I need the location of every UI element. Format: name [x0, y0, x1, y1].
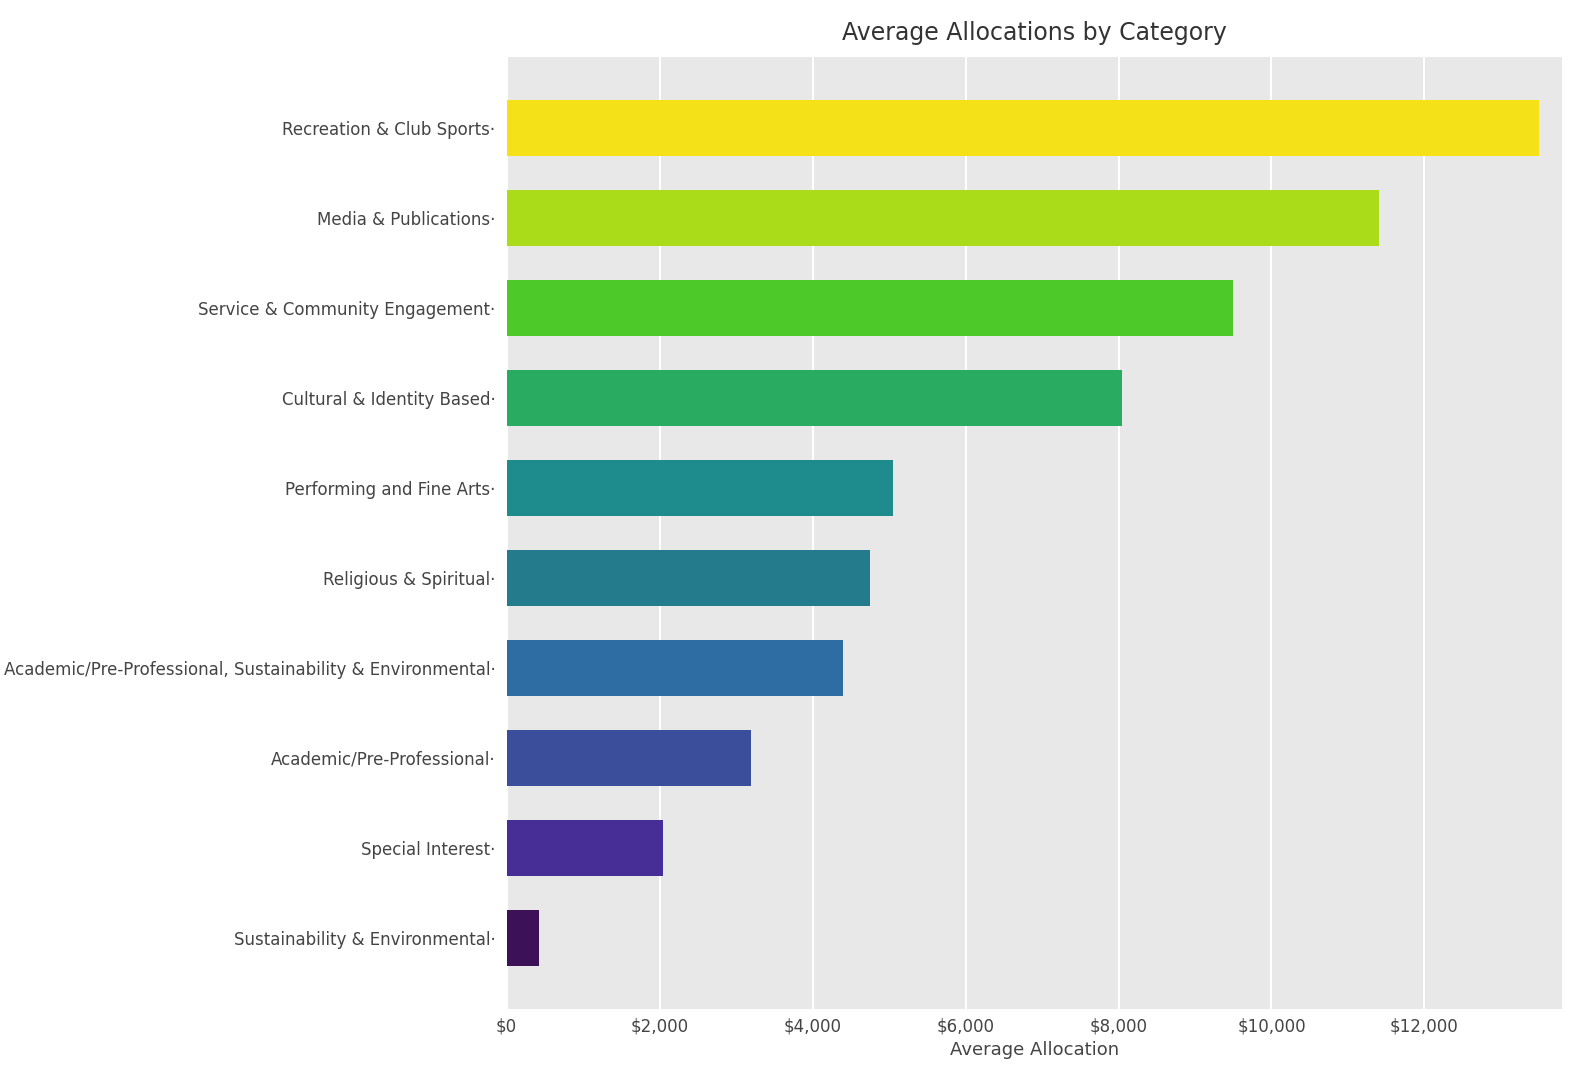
Bar	[507, 280, 1233, 336]
Bar	[507, 550, 871, 606]
X-axis label: Average Allocation: Average Allocation	[950, 1041, 1119, 1059]
Bar	[507, 190, 1379, 245]
Bar	[507, 820, 663, 876]
Bar	[507, 99, 1539, 156]
Bar	[507, 730, 752, 786]
Bar	[507, 910, 538, 966]
Bar	[507, 370, 1122, 426]
Bar	[507, 460, 893, 516]
Title: Average Allocations by Category: Average Allocations by Category	[842, 21, 1227, 45]
Bar	[507, 640, 844, 696]
